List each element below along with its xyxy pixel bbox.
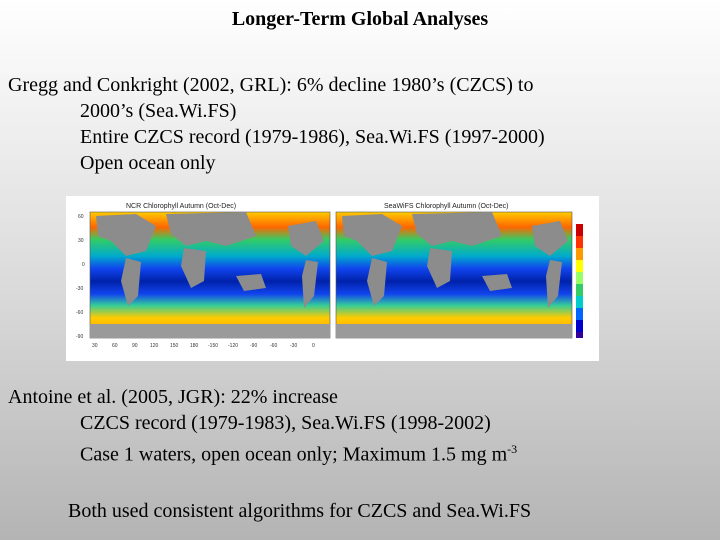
unit-exponent: -3 [507,442,518,456]
svg-text:30: 30 [78,238,84,244]
svg-text:-30: -30 [76,286,83,292]
antoine-line-1: Antoine et al. (2005, JGR): 22% increase [8,386,338,408]
gregg-line-4: Open ocean only [80,152,216,174]
gregg-paragraph: Gregg and Conkright (2002, GRL): 6% decl… [8,72,545,176]
gregg-line-1: Gregg and Conkright (2002, GRL): 6% decl… [8,74,534,96]
slide-title: Longer-Term Global Analyses [231,8,489,30]
svg-text:-150: -150 [208,343,218,349]
gregg-line-3: Entire CZCS record (1979-1986), Sea.Wi.F… [80,126,545,148]
chlorophyll-maps-figure: NCR Chlorophyll Autumn (Oct-Dec) 60 30 0… [66,196,599,361]
antoine-paragraph: Antoine et al. (2005, JGR): 22% increase… [8,384,517,468]
seawifs-map-title: SeaWiFS Chlorophyll Autumn (Oct-Dec) [384,203,508,210]
gregg-line-2: 2000’s (Sea.Wi.FS) [80,100,237,122]
svg-text:120: 120 [150,343,159,349]
colorbar [576,224,583,338]
antoine-line-3-text: Case 1 waters, open ocean only; Maximum … [80,443,508,466]
seawifs-map: SeaWiFS Chlorophyll Autumn (Oct-Dec) [335,203,573,339]
svg-text:-60: -60 [76,310,83,316]
svg-text:-30: -30 [290,343,297,349]
svg-text:150: 150 [170,343,179,349]
svg-text:-90: -90 [250,343,257,349]
svg-text:0: 0 [312,343,315,349]
svg-text:-90: -90 [76,334,83,340]
czcs-map: NCR Chlorophyll Autumn (Oct-Dec) 60 30 0… [76,203,331,349]
czcs-map-title: NCR Chlorophyll Autumn (Oct-Dec) [126,203,236,210]
svg-text:180: 180 [190,343,199,349]
antoine-line-3: Case 1 waters, open ocean only; Maximum … [8,436,517,468]
svg-text:90: 90 [132,343,138,349]
svg-text:30: 30 [92,343,98,349]
footer-note: Both used consistent algorithms for CZCS… [68,500,532,522]
svg-text:60: 60 [112,343,118,349]
svg-text:60: 60 [78,214,84,220]
svg-text:0: 0 [82,262,85,268]
svg-text:-120: -120 [228,343,238,349]
svg-text:-60: -60 [270,343,277,349]
antoine-line-2: CZCS record (1979-1983), Sea.Wi.FS (1998… [80,412,491,434]
